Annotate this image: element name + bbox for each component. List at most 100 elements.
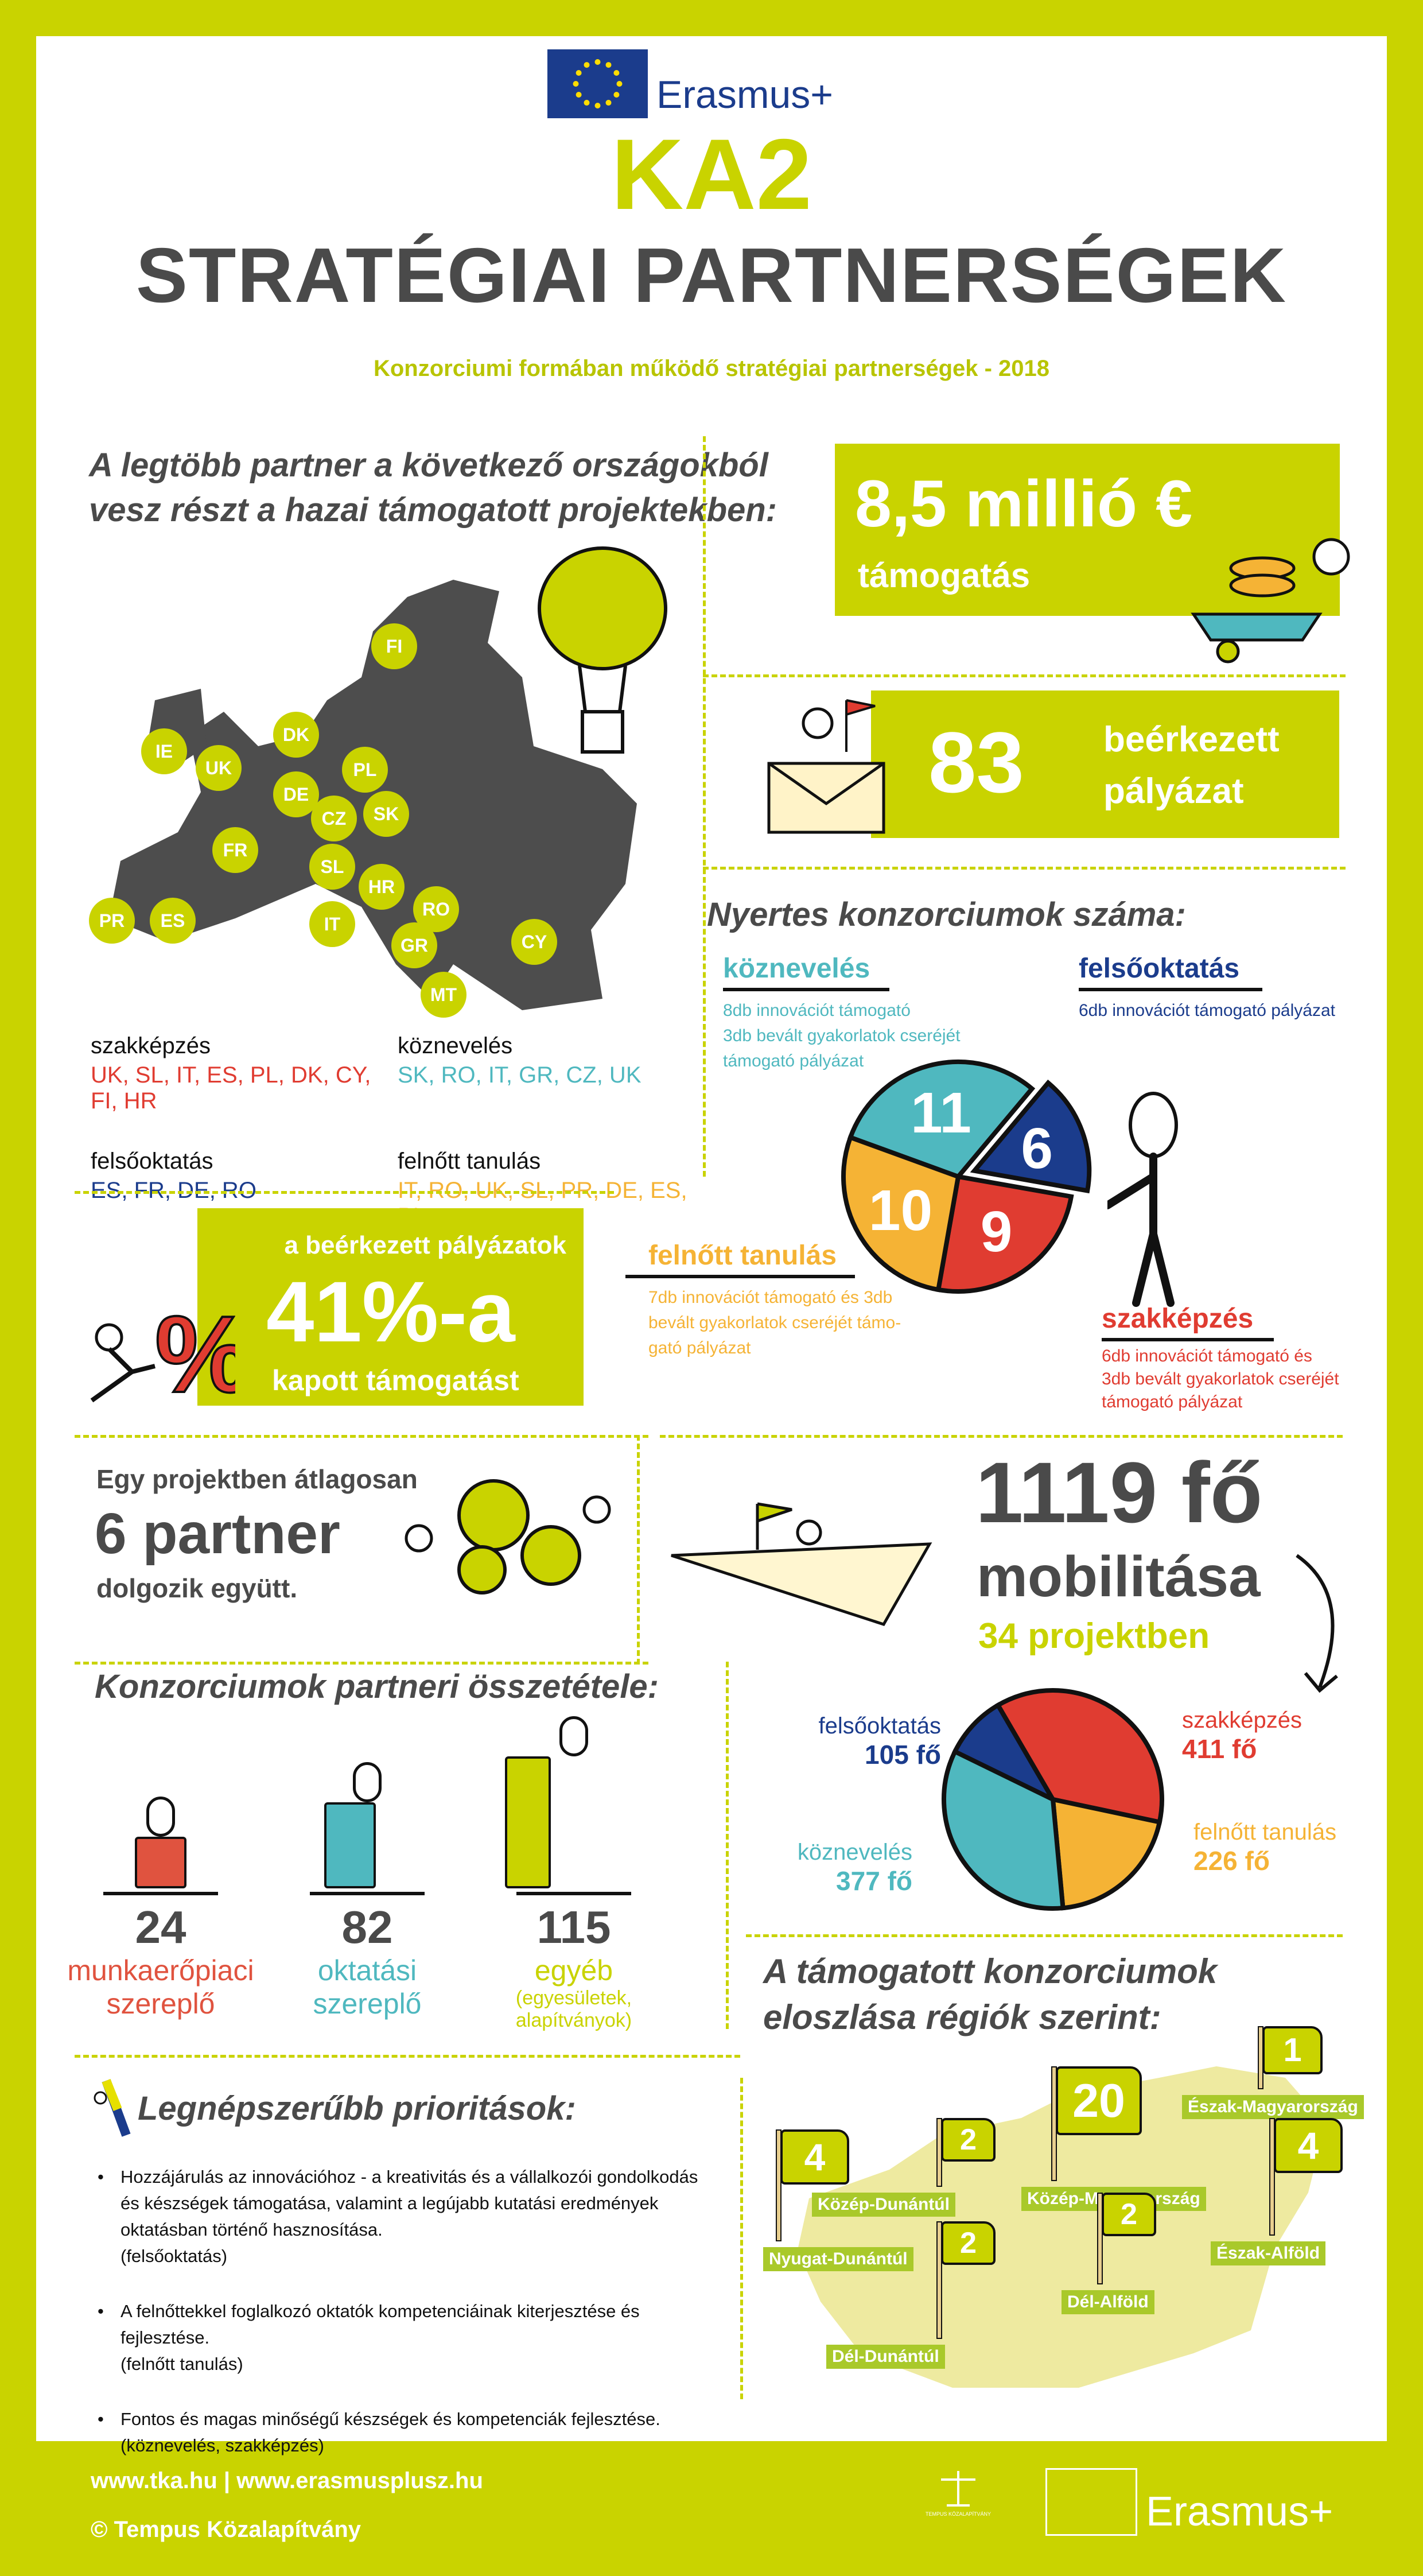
list-title: szakképzés bbox=[91, 1033, 211, 1058]
divider bbox=[703, 867, 1346, 870]
pie-value-label: 11 bbox=[911, 1081, 971, 1145]
country-code-pr: PR bbox=[89, 898, 135, 944]
applications-label-1: beérkezett bbox=[1103, 720, 1280, 759]
legend-value: 105 fő bbox=[865, 1740, 941, 1770]
list-title: köznevelés bbox=[398, 1033, 513, 1058]
hungary-map bbox=[798, 2066, 1325, 2388]
priority-item: A felnőttekkel foglalkozó oktatók kompet… bbox=[93, 2298, 713, 2377]
country-code-fi: FI bbox=[371, 623, 417, 669]
pie-slice-2 bbox=[935, 1174, 1074, 1294]
legend-value: 411 fő bbox=[1182, 1734, 1257, 1764]
priority-sector: (köznevelés, szakképzés) bbox=[120, 2435, 324, 2455]
footer-brand: Erasmus+ bbox=[1146, 2489, 1333, 2535]
mob-legend-felsooktatas: felsőoktatás 105 fő bbox=[769, 1713, 941, 1770]
pie-slice-2 bbox=[1050, 1796, 1162, 1911]
composition-label-2: szereplő bbox=[313, 1988, 422, 2020]
divider bbox=[703, 674, 1346, 677]
legend-felnott: felnőtt tanulás 7db innovációt támogató … bbox=[625, 1240, 901, 1361]
region-label: Észak-Alföld bbox=[1211, 2241, 1326, 2265]
page-title: STRATÉGIAI PARTNERSÉGEK bbox=[135, 232, 1288, 319]
priority-item: Fontos és magas minőségű készségek és ko… bbox=[93, 2406, 713, 2459]
partners-heading: A legtöbb partner a következő országokbó… bbox=[89, 447, 777, 529]
list-countries: SK, RO, IT, GR, CZ, UK bbox=[398, 1062, 641, 1088]
priorities-heading: Legnépszerűbb prioritások: bbox=[138, 2090, 576, 2127]
list-koznevelés: köznevelés SK, RO, IT, GR, CZ, UK bbox=[398, 1033, 687, 1114]
tempus-logo-text: TEMPUS KÖZALAPÍTVÁNY bbox=[925, 2511, 992, 2517]
divider bbox=[75, 1435, 648, 1438]
svg-text:%: % bbox=[155, 1294, 235, 1406]
flag-pole bbox=[1097, 2193, 1103, 2284]
mob-legend-felnott: felnőtt tanulás 226 fő bbox=[1193, 1820, 1336, 1876]
legend-desc: 6db innovációt támogató pályázat bbox=[1079, 1001, 1335, 1020]
country-code-pl: PL bbox=[342, 747, 388, 793]
success-line-2: kapott támogatást bbox=[272, 1364, 519, 1396]
page-subtitle: Konzorciumi formában működő stratégiai p… bbox=[373, 356, 1050, 381]
funding-label: támogatás bbox=[858, 556, 1031, 595]
pie-slice-3 bbox=[841, 1134, 961, 1293]
tempus-logo: TEMPUS KÖZALAPÍTVÁNY bbox=[918, 2468, 998, 2531]
legend-name: köznevelés bbox=[797, 1840, 912, 1865]
list-szakkepzes: szakképzés UK, SL, IT, ES, PL, DK, CY, FI… bbox=[91, 1033, 398, 1114]
eu-star bbox=[594, 59, 601, 65]
applications-count: 83 bbox=[928, 714, 1024, 810]
priority-item: Hozzájárulás az innovációhoz - a kreativ… bbox=[93, 2164, 713, 2269]
paper-plane-icon bbox=[671, 1502, 932, 1627]
regions-heading-2: eloszlása régiók szerint: bbox=[763, 1998, 1161, 2036]
country-code-es: ES bbox=[150, 898, 196, 944]
winners-heading: Nyertes konzorciumok száma: bbox=[707, 896, 1186, 933]
eu-star bbox=[613, 70, 620, 76]
legend-koznevelés: köznevelés 8db innovációt támogató 3db be… bbox=[723, 953, 961, 1074]
pie-slice-0 bbox=[847, 1060, 1036, 1180]
flag-pole bbox=[1051, 2066, 1057, 2181]
country-code-cy: CY bbox=[511, 919, 557, 965]
gears-icon bbox=[405, 1479, 611, 1595]
divider bbox=[75, 2055, 740, 2058]
legend-name: felnőtt tanulás bbox=[1193, 1820, 1337, 1845]
desc-line: 8db innovációt támogató bbox=[723, 1001, 911, 1020]
eu-star bbox=[605, 99, 612, 106]
eu-star bbox=[584, 99, 590, 106]
legend-felsooktatas: felsőoktatás 6db innovációt támogató pál… bbox=[1079, 953, 1335, 1023]
desc-line: támogató pályázat bbox=[723, 1052, 864, 1070]
country-code-de: DE bbox=[273, 771, 319, 817]
legend-desc: 7db innovációt támogató és 3db bevált gya… bbox=[625, 1285, 901, 1361]
list-countries: IT, RO, UK, SL, PR, DE, ES, PL bbox=[398, 1178, 687, 1229]
erasmus-logo: Erasmus+ bbox=[547, 49, 874, 118]
pie-value-label: 10 bbox=[869, 1178, 932, 1243]
region-label: Dél-Dunántúl bbox=[826, 2345, 945, 2369]
legend-desc: 6db innovációt támogató és 3db bevált gya… bbox=[1102, 1345, 1339, 1414]
priority-sector: (felnőtt tanulás) bbox=[120, 2354, 243, 2374]
priority-text: Fontos és magas minőségű készségek és ko… bbox=[120, 2409, 660, 2429]
winners-pie-chart: 11 69 10 bbox=[841, 1060, 1092, 1294]
composition-value: 24 bbox=[135, 1902, 186, 1953]
wheelbarrow-coins-icon bbox=[1191, 538, 1350, 664]
flag-pole bbox=[1258, 2026, 1263, 2089]
eu-star bbox=[605, 62, 612, 68]
stand-person-icon bbox=[270, 1745, 465, 1888]
legend-szakkepzes: szakképzés 6db innovációt támogató és 3db… bbox=[1102, 1303, 1339, 1414]
legend-title: felsőoktatás bbox=[1079, 953, 1262, 991]
desc-line: gató pályázat bbox=[648, 1339, 751, 1357]
mobility-label: mobilitása bbox=[977, 1545, 1261, 1609]
composition-heading: Konzorciumok partneri összetétele: bbox=[95, 1668, 659, 1705]
composition-label-1: oktatási bbox=[317, 1954, 417, 1987]
avg-partners: 6 partner bbox=[95, 1502, 340, 1566]
person-pushing-icon bbox=[1107, 1092, 1178, 1307]
region-flag: 2 bbox=[1102, 2193, 1156, 2236]
regions-heading: A támogatott konzorciumok eloszlása régió… bbox=[763, 1949, 1217, 2040]
footer-links[interactable]: www.tka.hu | www.erasmusplusz.hu bbox=[91, 2468, 483, 2493]
mobility-total: 1119 fő bbox=[975, 1444, 1263, 1541]
eu-star bbox=[573, 81, 579, 87]
divider bbox=[75, 1191, 614, 1194]
pie-slice-3 bbox=[942, 1748, 1066, 1911]
eu-flag-icon bbox=[1045, 2468, 1137, 2536]
legend-value: 226 fő bbox=[1193, 1846, 1270, 1876]
erasmus-brand: Erasmus+ bbox=[656, 73, 833, 117]
applications-box: 83 beérkezett pályázat bbox=[871, 690, 1339, 838]
desc-line: bevált gyakorlatok cseréjét támo- bbox=[648, 1313, 901, 1332]
region-label: Nyugat-Dunántúl bbox=[763, 2247, 913, 2271]
legend-title: szakképzés bbox=[1102, 1303, 1274, 1341]
base-line bbox=[516, 1892, 631, 1895]
country-code-cz: CZ bbox=[311, 796, 357, 841]
country-code-sk: SK bbox=[363, 791, 409, 837]
